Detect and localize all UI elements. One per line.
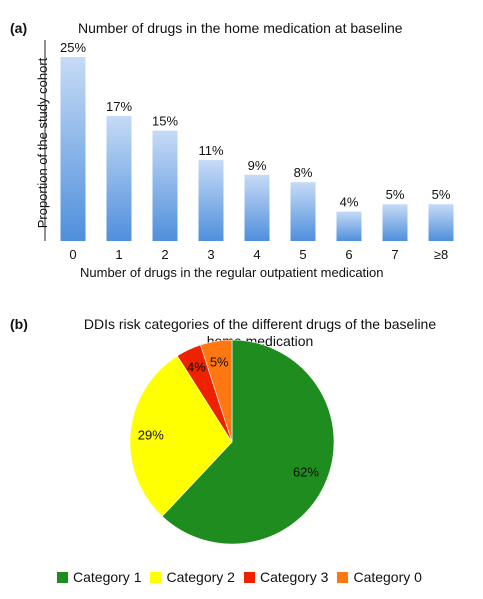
pie-slice-2 (129, 355, 233, 517)
legend-label: Category 1 (73, 569, 142, 585)
pie-value-label: 62% (293, 464, 319, 479)
bar-7 (382, 204, 408, 241)
bar-chart-title: Number of drugs in the home medication a… (78, 20, 403, 36)
legend-swatch (243, 571, 255, 583)
bar-value-label: 4% (340, 195, 359, 210)
bar-0 (60, 57, 86, 241)
x-tick-label: 7 (391, 247, 398, 262)
bar-value-label: 11% (198, 143, 223, 158)
x-tick-label: 4 (253, 247, 260, 262)
pie-chart: 62% 29% 4% 5% (129, 339, 335, 545)
legend-label: Category 0 (353, 569, 422, 585)
x-tick-label: 2 (161, 247, 168, 262)
bar-chart: 25% 0 17% 1 15% 2 11% 3 9% 4 8% 5 4% 6 5% 7 5% ≥8 (44, 40, 454, 262)
bar-4 (244, 174, 270, 241)
legend-item: Category 0 (337, 569, 422, 585)
bar-value-label: 5% (386, 187, 405, 202)
x-tick-label: 1 (115, 247, 122, 262)
legend-swatch (57, 571, 68, 583)
panel-a-label: (a) (10, 20, 28, 36)
legend-item: Category 3 (243, 569, 329, 585)
x-tick-label: 3 (207, 247, 214, 262)
bar-value-label: 5% (432, 187, 451, 202)
x-tick-label: 5 (299, 247, 306, 262)
x-tick-label: 6 (345, 247, 352, 262)
x-tick-label: ≥8 (434, 247, 448, 262)
legend-item: Category 2 (150, 569, 235, 585)
bar-6 (336, 211, 362, 241)
pie-value-label: 4% (187, 359, 206, 374)
bar-5 (290, 182, 316, 241)
bar-3 (198, 160, 224, 241)
bar-≥8 (428, 204, 454, 241)
legend-swatch (337, 571, 349, 583)
pie-value-label: 5% (210, 354, 229, 369)
bar-value-label: 15% (152, 114, 178, 129)
bar-1 (106, 115, 132, 241)
bar-2 (152, 130, 178, 241)
x-tick-label: 0 (69, 247, 76, 262)
panel-b-label: (b) (10, 316, 28, 332)
bar-value-label: 8% (294, 165, 313, 180)
pie-value-label: 29% (138, 427, 164, 442)
pie-chart-title-line-1: DDIs risk categories of the different dr… (83, 316, 437, 332)
bar-value-label: 25% (60, 40, 86, 55)
legend-swatch (150, 571, 162, 583)
legend-label: Category 2 (166, 569, 235, 585)
bar-value-label: 9% (248, 158, 267, 173)
legend-item: Category 1 (57, 569, 141, 585)
pie-legend: Category 1 Category 2 Category 3 Category 0 (57, 569, 431, 585)
pie-slice-1 (161, 339, 335, 545)
bar-chart-x-axis-label: Number of drugs in the regular outpatien… (80, 265, 384, 280)
pie-slice-4 (200, 339, 233, 443)
legend-label: Category 3 (259, 569, 329, 585)
bar-value-label: 17% (106, 99, 132, 114)
